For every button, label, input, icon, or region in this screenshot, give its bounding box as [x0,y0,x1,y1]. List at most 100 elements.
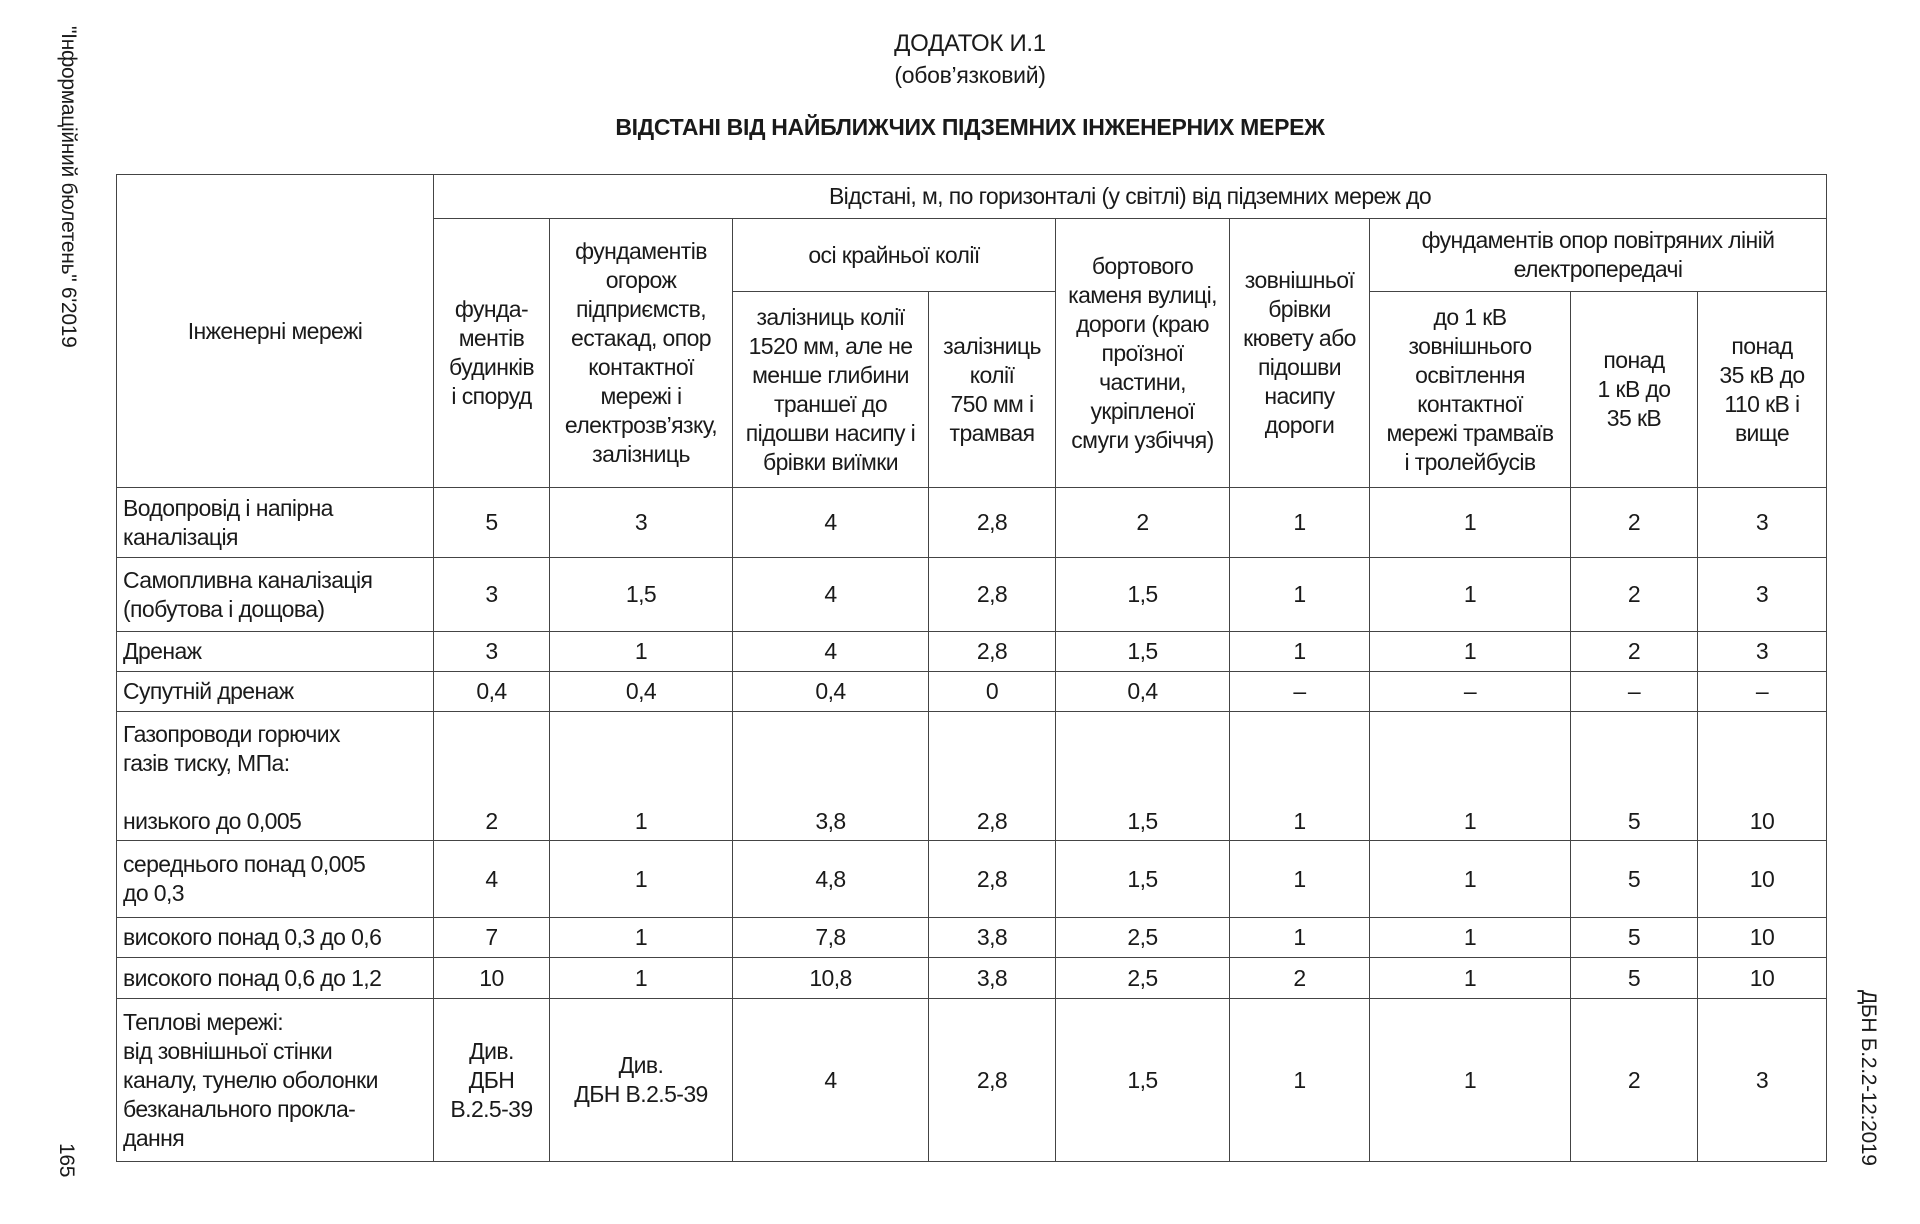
table-cell: 5 [1570,917,1698,958]
table-cell: 1 [1369,557,1571,632]
table-cell: 0,4 [433,671,550,712]
col-track-1520: залізниць колії 1520 мм, але не менше гл… [732,291,929,488]
table-cell: 2,5 [1055,917,1230,958]
table-cell: 2 [1229,957,1370,999]
row-name: Супутній дренаж [116,671,434,712]
table-cell: 2,8 [928,840,1056,918]
table-cell: 2,8 [928,557,1056,632]
page-number: 165 [55,1143,78,1178]
table-cell: – [1697,671,1827,712]
table-cell: 1 [1229,917,1370,958]
table-cell: 3,8 [928,917,1056,958]
row-name: високого понад 0,3 до 0,6 [116,917,434,958]
table-cell: – [1229,671,1370,712]
table-cell: 1 [1369,631,1571,672]
table-row: Теплові мережі: від зовнішньої стінки ка… [116,998,1827,1162]
col-power-110kv: понад 35 кВ до 110 кВ і вище [1697,291,1827,488]
col-power-35kv: понад 1 кВ до 35 кВ [1570,291,1698,488]
table-cell: 0,4 [549,671,733,712]
annex-label: ДОДАТОК И.1 [894,30,1046,57]
table-cell: 10,8 [732,957,929,999]
table-cell: 10 [1697,917,1827,958]
row-name: Теплові мережі: від зовнішньої стінки ка… [116,998,434,1162]
row-name: Водопровід і напірна каналізація [116,487,434,558]
table-cell: 1 [549,631,733,672]
table-cell: 4 [732,998,929,1162]
table-cell: 3 [1697,487,1827,558]
table-row: Самопливна каналізація (побутова і дощов… [116,557,1827,632]
standard-code: ДБН Б.2.2-12:2019 [1857,990,1880,1166]
table-cell: 3 [1697,998,1827,1162]
table-cell: 0,4 [1055,671,1230,712]
table-cell: 0 [928,671,1056,712]
col-track-axis: осі крайньої колії [732,218,1056,292]
table-cell: 3 [549,487,733,558]
table-cell: 4,8 [732,840,929,918]
col-track-750: залізниць колії 750 мм і трамвая [928,291,1056,488]
col-ditch: зовнішньої брівки кювету або підошви нас… [1229,218,1370,488]
table-cell: 7 [433,917,550,958]
table-cell: 1 [1229,631,1370,672]
table-cell: 1 [1229,487,1370,558]
table-cell: 1 [1369,487,1571,558]
group-header: Відстані, м, по горизонталі (у світлі) в… [433,174,1827,219]
table-cell: 1 [1229,557,1370,632]
table-cell: 4 [732,487,929,558]
table-cell: 2,8 [928,487,1056,558]
row-name: Самопливна каналізація (побутова і дощов… [116,557,434,632]
row-header: Інженерні мережі [116,174,434,488]
table-cell: 5 [1570,711,1698,841]
table-cell: 2 [1570,998,1698,1162]
table-row: Дренаж 3 1 4 2,8 1,5 1 1 2 3 [116,631,1827,672]
table-cell: 1 [1229,711,1370,841]
col-fences: фундаментів огорож підприємств, естакад,… [549,218,733,488]
table-cell: 1 [1229,840,1370,918]
row-name: Газопроводи горючих газів тиску, МПа: ни… [116,711,434,841]
table-cell: 2 [1570,631,1698,672]
table-cell: 2,8 [928,998,1056,1162]
table-cell: 2 [1570,557,1698,632]
table-cell: 10 [1697,840,1827,918]
col-curb: бортового каменя вулиці, дороги (краю пр… [1055,218,1230,488]
table-cell: 0,4 [732,671,929,712]
table-row: високого понад 0,3 до 0,6 7 1 7,8 3,8 2,5 1 1 5 1… [116,917,1827,958]
table-cell: 4 [732,557,929,632]
table-cell: 3 [433,557,550,632]
table-cell: 10 [1697,957,1827,999]
table-cell: 5 [1570,840,1698,918]
col-power-1kv: до 1 кВ зовнішнього освітлення контактно… [1369,291,1571,488]
table-cell: 2,5 [1055,957,1230,999]
col-foundations-buildings: фунда- ментів будинків і споруд [433,218,550,488]
table-cell: 3 [433,631,550,672]
table-cell: – [1570,671,1698,712]
table-cell: 4 [732,631,929,672]
table-cell: 1 [1369,711,1571,841]
table-cell: 1,5 [1055,711,1230,841]
table-cell: 1 [1369,957,1571,999]
table-cell: 3 [1697,631,1827,672]
table-cell: 1 [549,917,733,958]
row-name: середнього понад 0,005 до 0,3 [116,840,434,918]
table-cell: 1 [549,711,733,841]
table-row: Супутній дренаж 0,4 0,4 0,4 0 0,4– – – – [116,671,1827,712]
table-cell: 7,8 [732,917,929,958]
bulletin-label: "Інформаційний бюлетень" 6'2019 [57,26,80,348]
table-cell: 5 [1570,957,1698,999]
table-cell: – [1369,671,1571,712]
table-cell: 1 [549,957,733,999]
table-cell: 5 [433,487,550,558]
table-cell: 2,8 [928,711,1056,841]
table-row: Водопровід і напірна каналізація 5 3 4 2,8 2 1… [116,487,1827,558]
page-title: ВІДСТАНІ ВІД НАЙБЛИЖЧИХ ПІДЗЕМНИХ ІНЖЕНЕ… [615,114,1325,140]
table-cell: 1,5 [1055,840,1230,918]
table-row: Газопроводи горючих газів тиску, МПа: ни… [116,711,1827,841]
table-cell: 10 [1697,711,1827,841]
table-cell: 1 [1369,840,1571,918]
table-cell: 1 [1229,998,1370,1162]
table-cell: 3 [1697,557,1827,632]
table-cell: 1,5 [1055,998,1230,1162]
table-cell: 1 [1369,998,1571,1162]
table-cell: 1,5 [1055,631,1230,672]
table-cell: 1,5 [549,557,733,632]
table-row: високого понад 0,6 до 1,2 10 1 10,8 3,8 2,5 2 1… [116,957,1827,999]
